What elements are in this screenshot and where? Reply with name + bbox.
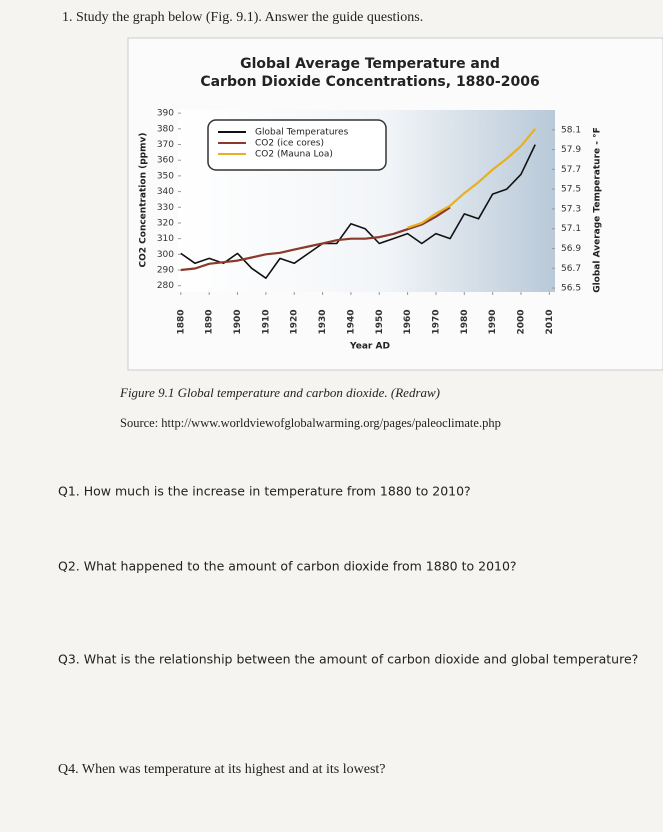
legend-label: CO2 (ice cores) — [255, 139, 324, 149]
x-tick-label: 2010 — [545, 309, 555, 334]
series-line — [180, 206, 451, 272]
x-tick-label: 1970 — [431, 309, 441, 334]
y2-tick-label: 57.7 — [561, 165, 581, 175]
x-tick-label: 1950 — [375, 309, 385, 334]
instruction: 1. Study the graph below (Fig. 9.1). Ans… — [62, 10, 423, 25]
x-tick-label: 1890 — [205, 309, 215, 334]
question: Q4. When was temperature at its highest … — [58, 762, 386, 777]
y-tick-label: 350 — [157, 171, 174, 181]
x-tick-label: 1910 — [261, 309, 271, 334]
y-tick-label: 320 — [157, 218, 174, 228]
chart-title: Carbon Dioxide Concentrations, 1880-2006 — [200, 74, 539, 90]
y2-tick-label: 57.3 — [561, 204, 581, 214]
legend-box — [207, 119, 387, 171]
y2-tick-label: 57.5 — [561, 185, 581, 195]
x-tick-label: 1960 — [403, 309, 413, 334]
x-tick-label: 1990 — [488, 309, 498, 334]
legend-label: Global Temperatures — [255, 128, 349, 138]
y-tick-label: 280 — [157, 281, 174, 291]
series-line — [180, 144, 536, 279]
figure-source: Source: http://www.worldviewofglobalwarm… — [120, 416, 501, 430]
y-tick-label: 360 — [157, 156, 174, 166]
y-axis-label: CO2 Concentration (ppmv) — [139, 133, 149, 268]
y-tick-label: 290 — [157, 266, 174, 276]
y2-tick-label: 56.5 — [561, 284, 581, 294]
figure-caption: Figure 9.1 Global temperature and carbon… — [119, 385, 440, 400]
chart-title: Global Average Temperature and — [240, 56, 500, 72]
y-tick-label: 330 — [157, 203, 174, 213]
series-line — [407, 128, 537, 229]
question: Q3. What is the relationship between the… — [58, 652, 638, 667]
y-tick-label: 390 — [157, 109, 174, 119]
question: Q1. How much is the increase in temperat… — [58, 484, 471, 499]
x-tick-label: 1900 — [233, 309, 243, 334]
y2-axis-label: Global Average Temperature - °F — [593, 127, 603, 293]
x-tick-label: 1880 — [176, 309, 186, 334]
y-tick-label: 300 — [157, 250, 174, 260]
x-tick-label: 1940 — [346, 309, 356, 334]
y-tick-label: 370 — [157, 140, 174, 150]
y-tick-label: 340 — [157, 187, 174, 197]
x-axis-label: Year AD — [349, 342, 390, 352]
y2-tick-label: 56.9 — [561, 244, 581, 254]
y-tick-label: 310 — [157, 234, 174, 244]
y2-tick-label: 57.1 — [561, 224, 581, 234]
y-tick-label: 380 — [157, 124, 174, 134]
x-tick-label: 1930 — [318, 309, 328, 334]
y2-tick-label: 56.7 — [561, 264, 581, 274]
x-tick-label: 2000 — [516, 309, 526, 334]
y2-tick-label: 58.1 — [561, 125, 581, 135]
x-tick-label: 1920 — [290, 309, 300, 334]
question: Q2. What happened to the amount of carbo… — [58, 559, 517, 574]
y2-tick-label: 57.9 — [561, 145, 581, 155]
x-tick-label: 1980 — [460, 309, 470, 334]
legend-label: CO2 (Mauna Loa) — [255, 150, 333, 160]
